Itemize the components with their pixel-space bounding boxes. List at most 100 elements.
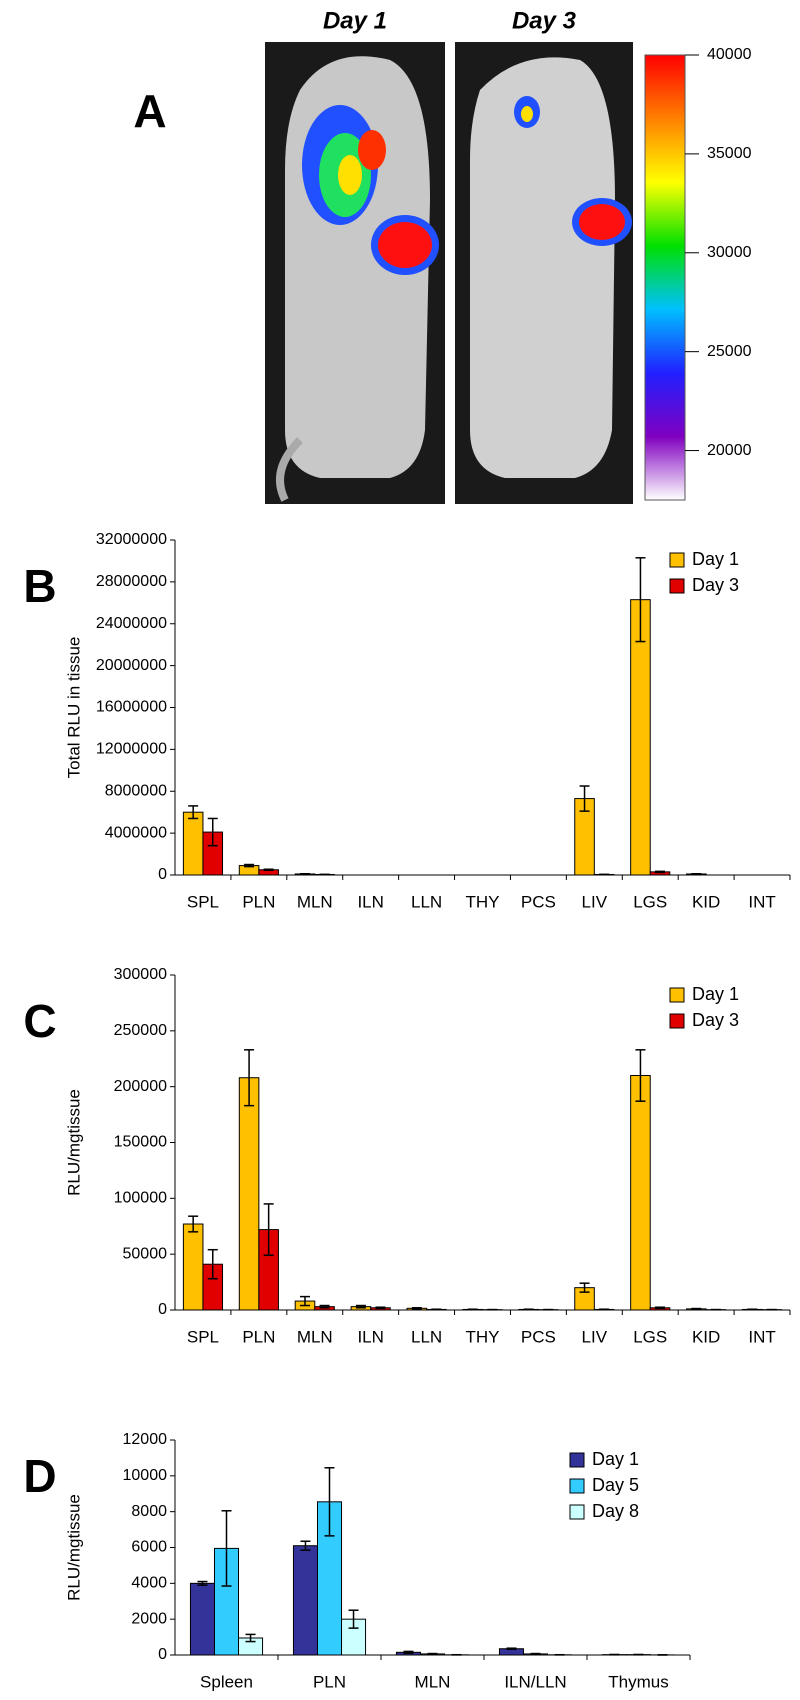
error-bar [411,1307,422,1310]
error-bar [300,1540,311,1551]
error-bar [579,1282,590,1293]
y-tick-label: 28000000 [96,573,167,590]
panel-label: D [23,1450,56,1502]
legend-swatch [669,987,685,1003]
x-tick-label: LGS [633,1327,667,1346]
y-tick-label: 0 [158,1646,167,1663]
y-tick-label: 12000 [123,1431,168,1448]
error-bar [375,1306,386,1310]
error-bar [655,870,666,874]
legend-label: Day 8 [592,1501,639,1521]
error-bar [506,1647,517,1651]
image-title: Day 3 [512,7,577,34]
x-tick-label: THY [466,1327,500,1346]
y-tick-label: 0 [158,1301,167,1318]
y-tick-label: 6000 [131,1539,167,1556]
error-bar [635,557,646,643]
colorbar-tick-label: 30000 [707,244,752,261]
y-tick-label: 2000 [131,1610,167,1627]
signal-blob [521,106,533,122]
error-bar [244,863,255,868]
x-tick-label: Spleen [200,1672,253,1691]
legend-swatch [669,578,685,594]
image-title: Day 1 [323,7,387,34]
error-bar [579,785,590,812]
colorbar-tick-label: 25000 [707,343,752,360]
x-tick-label: PLN [242,1327,275,1346]
error-bar [655,1306,666,1310]
signal-blob [579,204,625,240]
error-bar [263,1203,274,1257]
x-tick-label: INT [748,1327,775,1346]
x-tick-label: MLN [415,1672,451,1691]
y-tick-label: 32000000 [96,531,167,548]
x-tick-label: PCS [521,1327,556,1346]
x-tick-label: ILN [357,1327,383,1346]
legend-label: Day 1 [592,1449,639,1469]
panel-label: C [23,995,56,1047]
error-bar [188,805,199,820]
x-tick-label: KID [692,892,720,911]
panel-label: B [23,560,56,612]
error-bar [299,1295,310,1307]
signal-blob [358,130,386,170]
x-tick-label: ILN/LLN [504,1672,566,1691]
x-tick-label: THY [466,892,500,911]
legend-swatch [569,1452,585,1468]
x-tick-label: LIV [582,1327,608,1346]
y-tick-label: 12000000 [96,741,167,758]
x-tick-label: ILN [357,892,383,911]
error-bar [355,1304,366,1309]
colorbar-tick-label: 35000 [707,145,752,162]
x-tick-label: KID [692,1327,720,1346]
y-tick-label: 4000 [131,1575,167,1592]
signal-blob [378,222,432,268]
error-bar [197,1580,208,1586]
mouse-body [470,57,615,478]
error-bar [348,1609,359,1629]
y-tick-label: 10000 [123,1467,168,1484]
legend-swatch [669,1013,685,1029]
y-axis-title: RLU/mgtissue [64,1089,83,1196]
panel-label: A [133,85,166,137]
y-tick-label: 50000 [123,1245,168,1262]
legend-label: Day 1 [692,984,739,1004]
x-tick-label: LLN [411,892,442,911]
error-bar [427,1652,438,1656]
x-tick-label: SPL [187,892,219,911]
x-tick-label: MLN [297,1327,333,1346]
legend-label: Day 1 [692,549,739,569]
y-tick-label: 250000 [114,1022,167,1039]
x-tick-label: LIV [582,892,608,911]
legend-swatch [569,1478,585,1494]
legend-label: Day 3 [692,1010,739,1030]
y-tick-label: 100000 [114,1190,167,1207]
error-bar [530,1652,541,1656]
y-axis-title: RLU/mgtissue [64,1494,83,1601]
y-tick-label: 300000 [114,966,167,983]
error-bar [319,1304,330,1309]
error-bar [207,1248,218,1280]
y-tick-label: 200000 [114,1078,167,1095]
bar [630,1075,651,1311]
colorbar [644,54,686,501]
y-tick-label: 20000000 [96,657,167,674]
y-tick-label: 150000 [114,1134,167,1151]
y-tick-label: 0 [158,866,167,883]
y-tick-label: 16000000 [96,699,167,716]
y-axis-title: Total RLU in tissue [64,637,83,779]
bar [292,1545,318,1656]
legend-swatch [669,552,685,568]
error-bar [245,1633,256,1643]
x-tick-label: SPL [187,1327,219,1346]
error-bar [188,1215,199,1233]
error-bar [691,1307,702,1310]
legend-swatch [569,1504,585,1520]
x-tick-label: PLN [242,892,275,911]
mouse-leg [276,437,303,502]
x-tick-label: Thymus [608,1672,668,1691]
bar [182,1223,204,1311]
x-tick-label: PLN [313,1672,346,1691]
